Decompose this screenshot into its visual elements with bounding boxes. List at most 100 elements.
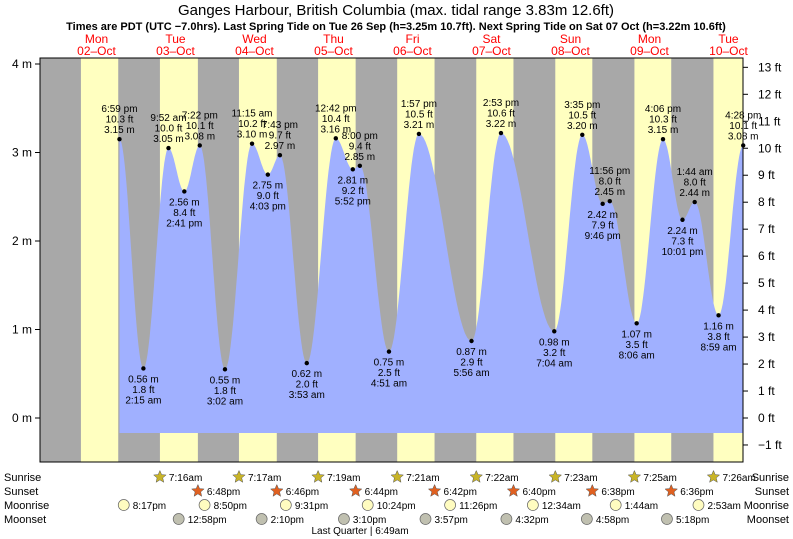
moonrise-icon	[444, 499, 456, 511]
y-right-tick-label: 8 ft	[758, 195, 775, 209]
tide-point	[333, 136, 339, 141]
tide-m-label: 2.45 m	[594, 187, 625, 198]
moonset-icon	[172, 513, 185, 525]
tide-time-label: 9:46 pm	[585, 231, 621, 242]
y-right-tick-label: 3 ft	[758, 330, 775, 344]
y-right-tick-label: 11 ft	[758, 114, 781, 128]
axes: 0 m 1 m 2 m 3 m 4 m −1 ft 0 ft 1 ft 2 ft 3 ft 4 ft…	[12, 57, 782, 463]
y-right-tick-label: 1 ft	[758, 384, 775, 398]
tide-ft-label: 10.6 ft	[487, 109, 515, 120]
y-left-tick-label: 3 m	[12, 146, 32, 160]
tide-m-label: 0.75 m	[374, 358, 405, 369]
day-header-dow: Wed	[242, 32, 266, 46]
moonset-icon	[255, 513, 268, 525]
moon-phase-note: Last Quarter | 6:49am	[311, 526, 408, 537]
day-header-date: 03–Oct	[156, 44, 195, 58]
day-header-dow: Tue	[165, 32, 186, 46]
tide-m-label: 3.21 m	[404, 120, 435, 131]
moonset-time: 5:18pm	[676, 515, 709, 526]
sunset-icon	[506, 483, 521, 497]
tide-point	[716, 313, 721, 318]
tide-m-label: 3.15 m	[104, 125, 135, 136]
sunrise-icon	[627, 469, 642, 483]
row-label-right-sunrise: Sunrise	[752, 472, 789, 484]
tide-point	[634, 321, 639, 326]
tide-m-label: 2.85 m	[345, 152, 376, 163]
sunset-time: 6:40pm	[522, 487, 555, 498]
sunrise-time: 7:23am	[564, 473, 597, 484]
moonrise-icon	[609, 499, 622, 511]
tide-curve	[119, 133, 744, 433]
tide-point	[607, 198, 612, 204]
astro-rows: Sunrise Sunrise Sunset Sunset Moonrise Moonri…	[4, 469, 789, 526]
y-right-tick-label: 0 ft	[758, 411, 775, 425]
tide-ft-label: 3.8 ft	[707, 332, 729, 343]
tide-ft-label: 2.5 ft	[378, 368, 400, 379]
moonset-time: 3:10pm	[353, 515, 386, 526]
day-header-date: 08–Oct	[551, 44, 590, 58]
sunset-icon	[427, 483, 442, 497]
tide-point	[660, 137, 666, 142]
tide-ft-label: 10.1 ft	[186, 121, 214, 132]
moonset-time: 12:58pm	[188, 515, 227, 526]
tide-point	[552, 329, 557, 334]
tide-ft-label: 9.2 ft	[342, 186, 364, 197]
moonset-time: 4:32pm	[515, 515, 548, 526]
moonrise-time: 1:44am	[625, 501, 658, 512]
tide-ft-label: 10.0 ft	[155, 124, 183, 135]
sunrise-time: 7:26am	[722, 473, 755, 484]
tide-m-label: 3.15 m	[648, 125, 679, 136]
tide-ft-label: 9.0 ft	[257, 191, 279, 202]
y-right-tick-label: 4 ft	[758, 303, 775, 317]
tide-ft-label: 3.5 ft	[626, 340, 648, 351]
tide-point	[117, 137, 122, 142]
day-header-date: 05–Oct	[314, 44, 353, 58]
tide-m-label: 0.87 m	[456, 347, 487, 358]
moonset-icon	[581, 513, 593, 525]
tide-m-label: 2.44 m	[679, 188, 710, 199]
sunset-time: 6:42pm	[444, 487, 477, 498]
tide-m-label: 1.07 m	[621, 329, 652, 340]
day-header-dow: Sat	[482, 32, 501, 46]
row-label-right-moonset: Moonset	[747, 514, 789, 526]
tide-time-label: 12:42 pm	[315, 103, 357, 114]
sunrise-icon	[153, 469, 167, 483]
tide-area	[119, 133, 744, 433]
sunrise-icon	[706, 469, 721, 483]
tide-ft-label: 2.0 ft	[296, 380, 318, 391]
tide-ft-label: 10.4 ft	[322, 114, 350, 125]
y-right-tick-label: 2 ft	[758, 357, 775, 371]
sunset-time: 6:46pm	[286, 487, 319, 498]
tide-point	[197, 143, 202, 148]
y-left-tick-label: 4 m	[12, 57, 32, 71]
tide-ft-label: 7.9 ft	[592, 220, 614, 231]
tide-time-label: 3:02 am	[207, 396, 243, 407]
row-label-right-moonrise: Moonrise	[744, 500, 789, 512]
daylight-band	[80, 58, 119, 462]
tide-ft-label: 9.7 ft	[269, 131, 291, 142]
sunset-time: 6:36pm	[680, 487, 713, 498]
moonset-icon	[661, 513, 673, 525]
tide-time-label: 10:01 pm	[662, 247, 704, 258]
moonset-time: 2:10pm	[271, 515, 304, 526]
day-header-dow: Sun	[560, 32, 581, 46]
sunset-icon	[664, 483, 679, 497]
moonset-icon	[338, 513, 350, 525]
moonrise-time: 9:31pm	[295, 501, 328, 512]
tide-m-label: 3.05 m	[153, 134, 184, 145]
tide-point	[416, 131, 422, 137]
tide-time-label: 11:56 pm	[589, 166, 630, 177]
row-label-left-sunset: Sunset	[4, 486, 38, 498]
y-left-tick-label: 2 m	[12, 234, 32, 248]
day-header-date: 04–Oct	[235, 44, 274, 58]
tide-m-label: 2.97 m	[265, 141, 296, 152]
sunrise-time: 7:16am	[169, 473, 202, 484]
tide-ft-label: 10.5 ft	[405, 109, 433, 120]
sunset-icon	[585, 483, 600, 497]
tide-m-label: 0.56 m	[128, 374, 159, 385]
moonrise-icon	[692, 499, 705, 511]
tide-point	[265, 172, 271, 177]
tide-point	[166, 145, 171, 151]
tide-time-label: 4:51 am	[371, 379, 407, 390]
